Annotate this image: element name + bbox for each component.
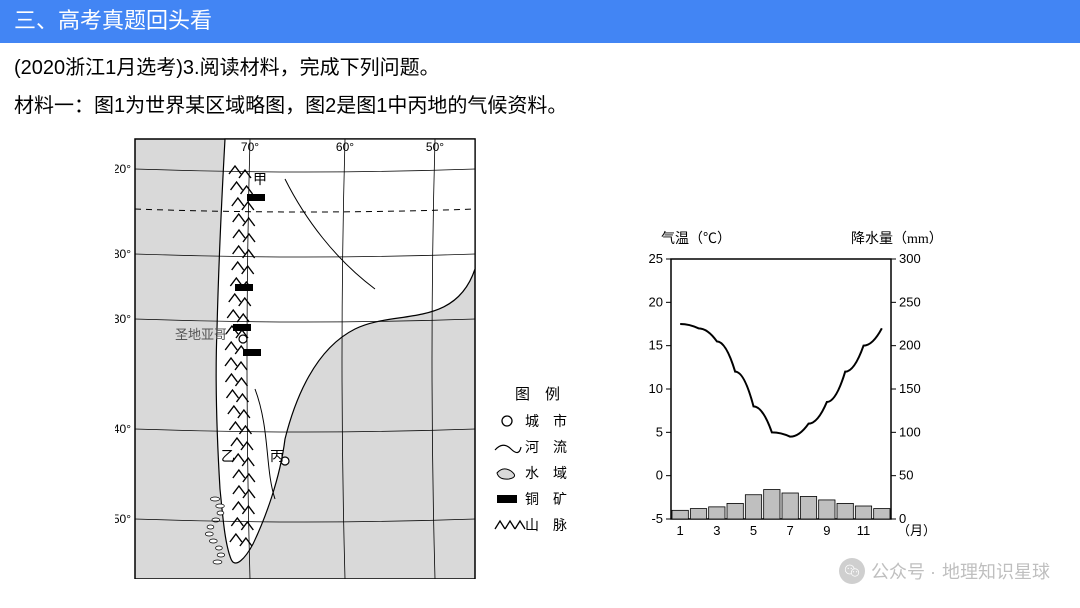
svg-text:（月）: （月） <box>897 523 936 538</box>
intro-text: (2020浙江1月选考)3.阅读材料，完成下列问题。 材料一：图1为世界某区域略… <box>0 43 1080 125</box>
svg-text:60°: 60° <box>336 140 354 154</box>
svg-text:15: 15 <box>649 337 663 352</box>
intro-line1: (2020浙江1月选考)3.阅读材料，完成下列问题。 <box>14 49 1066 87</box>
svg-text:甲: 甲 <box>253 173 267 188</box>
svg-text:20°: 20° <box>115 162 131 176</box>
svg-text:1: 1 <box>677 523 684 538</box>
svg-text:11: 11 <box>857 523 871 538</box>
svg-text:7: 7 <box>787 523 794 538</box>
climate-chart: 气温（℃）降水量（mm）-505101520250501001502002503… <box>625 229 965 564</box>
svg-text:图 例: 图 例 <box>515 386 560 403</box>
svg-text:50: 50 <box>899 467 913 482</box>
svg-text:80°: 80° <box>115 247 131 261</box>
svg-text:0: 0 <box>656 467 663 482</box>
svg-text:5: 5 <box>656 424 663 439</box>
svg-text:水 域: 水 域 <box>525 466 567 482</box>
svg-text:150: 150 <box>899 381 921 396</box>
svg-text:9: 9 <box>823 523 830 538</box>
svg-text:200: 200 <box>899 337 921 352</box>
svg-text:30°: 30° <box>115 312 131 326</box>
svg-text:丙: 丙 <box>270 450 284 465</box>
map-figure: 70° 60° 50° 20° 80° 30° 40° 50° 甲圣地亚哥乙 丙 图 例城 市河 流… <box>115 129 585 584</box>
figure-row: 70° 60° 50° 20° 80° 30° 40° 50° 甲圣地亚哥乙 丙 图 例城 市河 流… <box>0 129 1080 584</box>
svg-text:300: 300 <box>899 251 921 266</box>
svg-text:城 市: 城 市 <box>525 413 567 430</box>
svg-text:山 脉: 山 脉 <box>525 518 567 534</box>
svg-text:250: 250 <box>899 294 921 309</box>
intro-line2: 材料一：图1为世界某区域略图，图2是图1中丙地的气候资料。 <box>14 87 1066 125</box>
svg-text:25: 25 <box>649 251 663 266</box>
section-banner: 三、高考真题回头看 <box>0 0 1080 43</box>
svg-text:5: 5 <box>750 523 757 538</box>
svg-text:20: 20 <box>649 294 663 309</box>
svg-text:10: 10 <box>649 381 663 396</box>
svg-text:50°: 50° <box>115 512 131 526</box>
svg-text:50°: 50° <box>426 140 444 154</box>
svg-text:气温（℃）: 气温（℃） <box>661 231 731 247</box>
svg-text:河 流: 河 流 <box>525 440 567 456</box>
svg-text:40°: 40° <box>115 422 131 436</box>
svg-text:圣地亚哥: 圣地亚哥 <box>175 327 227 342</box>
svg-text:3: 3 <box>713 523 720 538</box>
svg-text:铜 矿: 铜 矿 <box>525 492 567 508</box>
banner-title: 三、高考真题回头看 <box>14 8 212 33</box>
svg-text:-5: -5 <box>651 511 663 526</box>
svg-text:降水量（mm）: 降水量（mm） <box>851 231 943 247</box>
svg-text:100: 100 <box>899 424 921 439</box>
svg-text:乙: 乙 <box>221 449 235 465</box>
svg-text:70°: 70° <box>241 140 259 154</box>
